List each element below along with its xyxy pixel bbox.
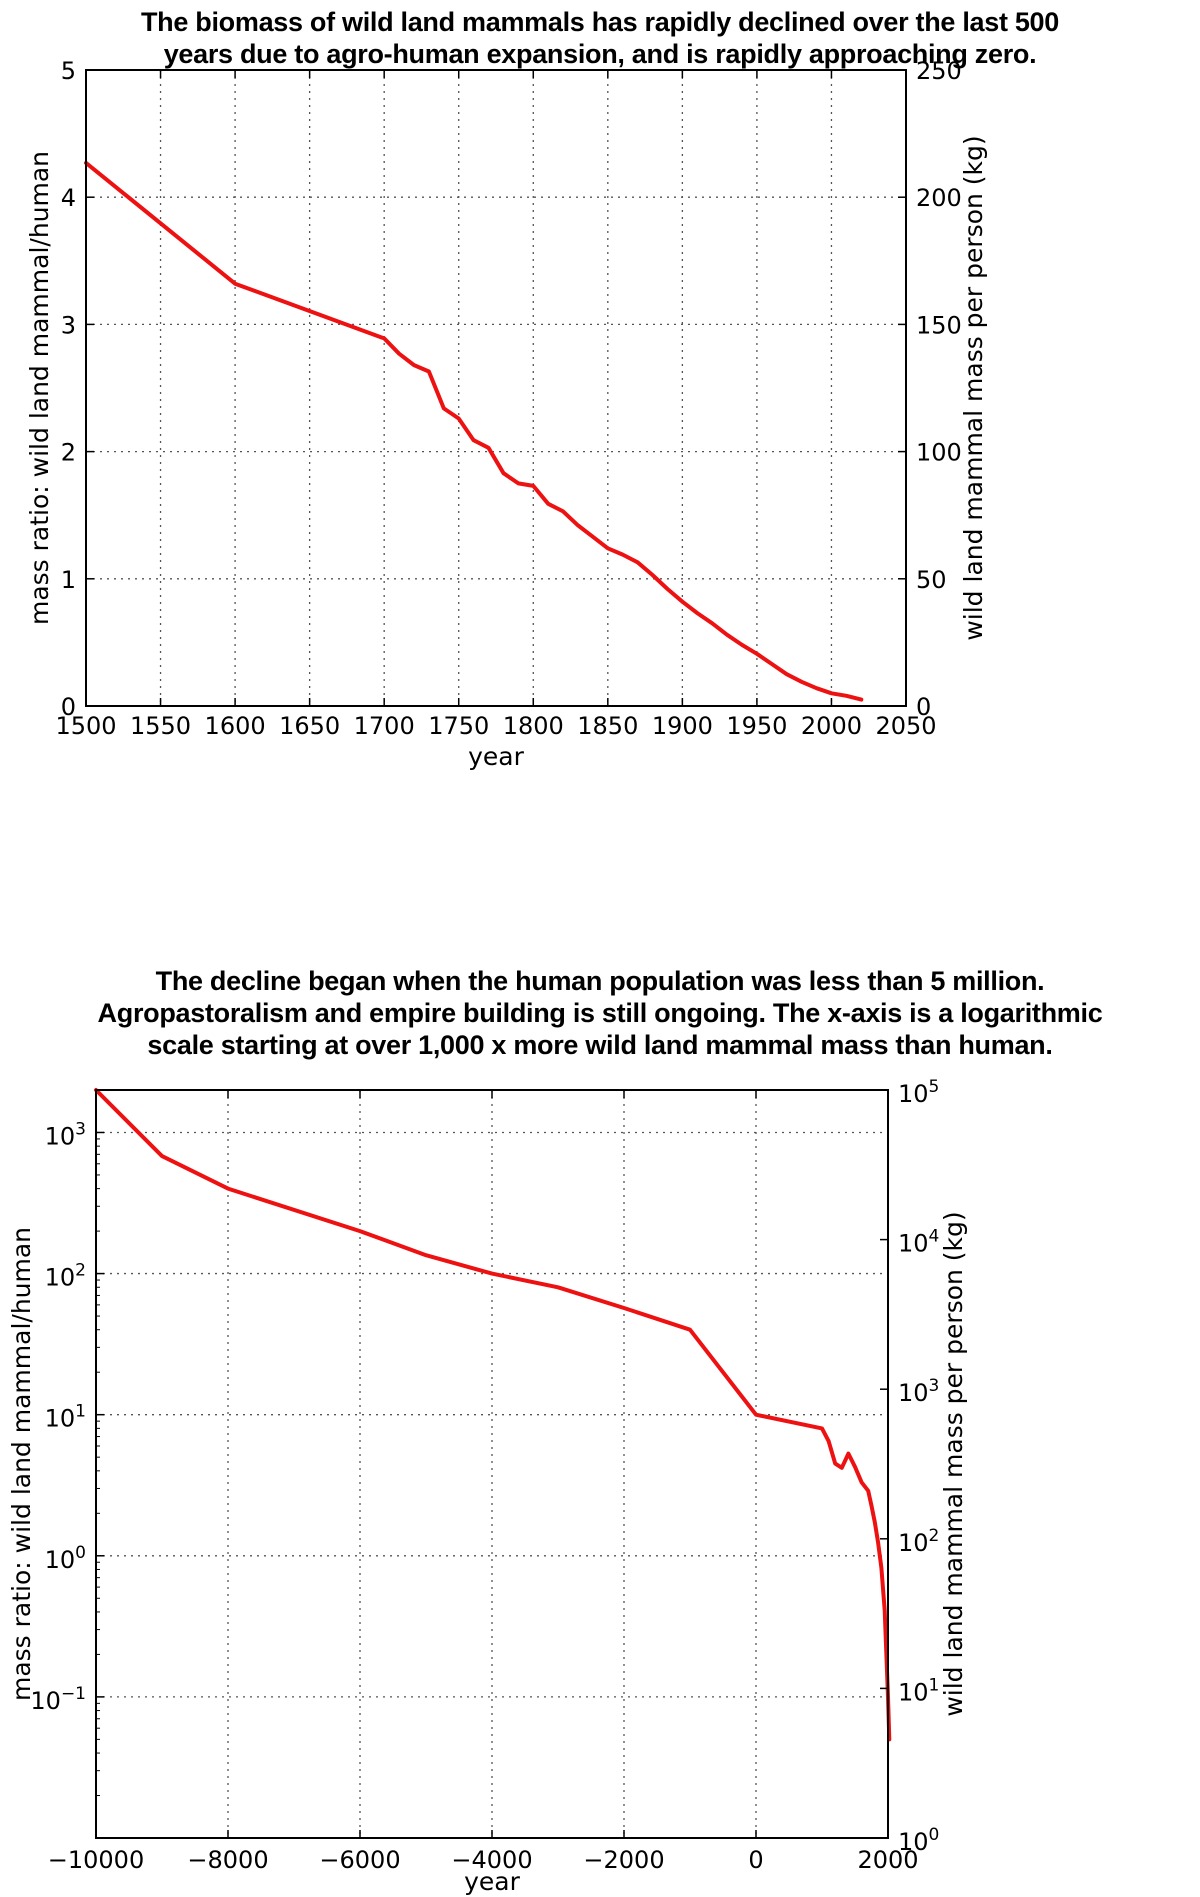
chart1-plot-frame — [85, 69, 907, 707]
x-tick-label: 2000 — [857, 1846, 918, 1874]
y2-tick-label: 50 — [916, 566, 947, 594]
x-tick-label: 1500 — [55, 712, 116, 740]
y2-tick-label: 150 — [916, 311, 962, 339]
x-tick-label: −8000 — [187, 1846, 268, 1874]
chart2-title-line: Agropastoralism and empire building is s… — [97, 998, 1103, 1028]
chart2-title-line: scale starting at over 1,000 x more wild… — [147, 1030, 1053, 1060]
y2-tick-label: 0 — [916, 693, 931, 721]
x-tick-label: 2050 — [875, 712, 936, 740]
chart1-linear-plot: 1500 1550 1600 1650 1700 1750 1800 1850 1900 1950… — [25, 57, 988, 771]
chart2-log-plot: −10000 −8000 −6000 −4000 −2000 0 2000 10−1 100 10… — [7, 1077, 968, 1896]
x-tick-label: 1850 — [577, 712, 638, 740]
x-tick-label: 1600 — [205, 712, 266, 740]
chart1-title-line: years due to agro-human expansion, and i… — [163, 39, 1037, 69]
x-tick-label: 1650 — [279, 712, 340, 740]
y-tick-label: 4 — [61, 184, 76, 212]
y-tick-label: 103 — [45, 1119, 86, 1150]
x-tick-label: 1550 — [130, 712, 191, 740]
y2-tick-label: 104 — [898, 1227, 939, 1258]
chart2-series-line — [94, 1088, 892, 1742]
chart2-grid — [96, 1090, 888, 1838]
x-tick-label: 0 — [748, 1846, 763, 1874]
y-tick-label: 1 — [61, 566, 76, 594]
y-tick-label: 102 — [45, 1261, 86, 1292]
y2-tick-label: 101 — [898, 1675, 939, 1706]
x-tick-label: 2000 — [801, 712, 862, 740]
chart1-y-axis-label: mass ratio: wild land mammal/human — [25, 151, 54, 625]
x-tick-label: 1750 — [428, 712, 489, 740]
y2-tick-label: 100 — [898, 1825, 939, 1856]
y-tick-label: 10−1 — [30, 1684, 86, 1715]
x-tick-label: 1700 — [354, 712, 415, 740]
chart1-x-axis-label: year — [468, 742, 524, 771]
x-tick-label: −6000 — [319, 1846, 400, 1874]
y2-tick-label: 200 — [916, 184, 962, 212]
y-tick-label: 2 — [61, 439, 76, 467]
chart1-title-line: The biomass of wild land mammals has rap… — [140, 7, 1059, 37]
chart1-grid — [86, 70, 906, 706]
chart2-y2-axis-label: wild land mammal mass per person (kg) — [939, 1211, 968, 1716]
chart1-series-line — [84, 160, 864, 702]
y2-tick-label: 105 — [898, 1077, 939, 1108]
y2-tick-label: 250 — [916, 57, 962, 85]
y-tick-label: 101 — [45, 1402, 86, 1433]
chart2-y-axis-label: mass ratio: wild land mammal/human — [7, 1227, 36, 1701]
y2-tick-label: 102 — [898, 1526, 939, 1557]
chart1-y2-axis-label: wild land mammal mass per person (kg) — [959, 135, 988, 640]
y-tick-label: 3 — [61, 311, 76, 339]
y-tick-label: 0 — [61, 693, 76, 721]
chart2-title-line: The decline began when the human populat… — [155, 966, 1045, 996]
x-tick-label: −10000 — [48, 1846, 144, 1874]
y2-tick-label: 100 — [916, 439, 962, 467]
y-tick-label: 100 — [45, 1543, 86, 1574]
chart2-x-axis-label: year — [464, 1867, 520, 1896]
x-tick-label: −4000 — [451, 1846, 532, 1874]
x-tick-label: 1800 — [503, 712, 564, 740]
y2-tick-label: 103 — [898, 1376, 939, 1407]
chart1-title: The biomass of wild land mammals has rap… — [0, 6, 1200, 70]
x-tick-label: 1950 — [726, 712, 787, 740]
x-tick-label: 1900 — [652, 712, 713, 740]
chart2-title: The decline began when the human populat… — [0, 965, 1200, 1061]
y-tick-label: 5 — [61, 57, 76, 85]
x-tick-label: −2000 — [583, 1846, 664, 1874]
